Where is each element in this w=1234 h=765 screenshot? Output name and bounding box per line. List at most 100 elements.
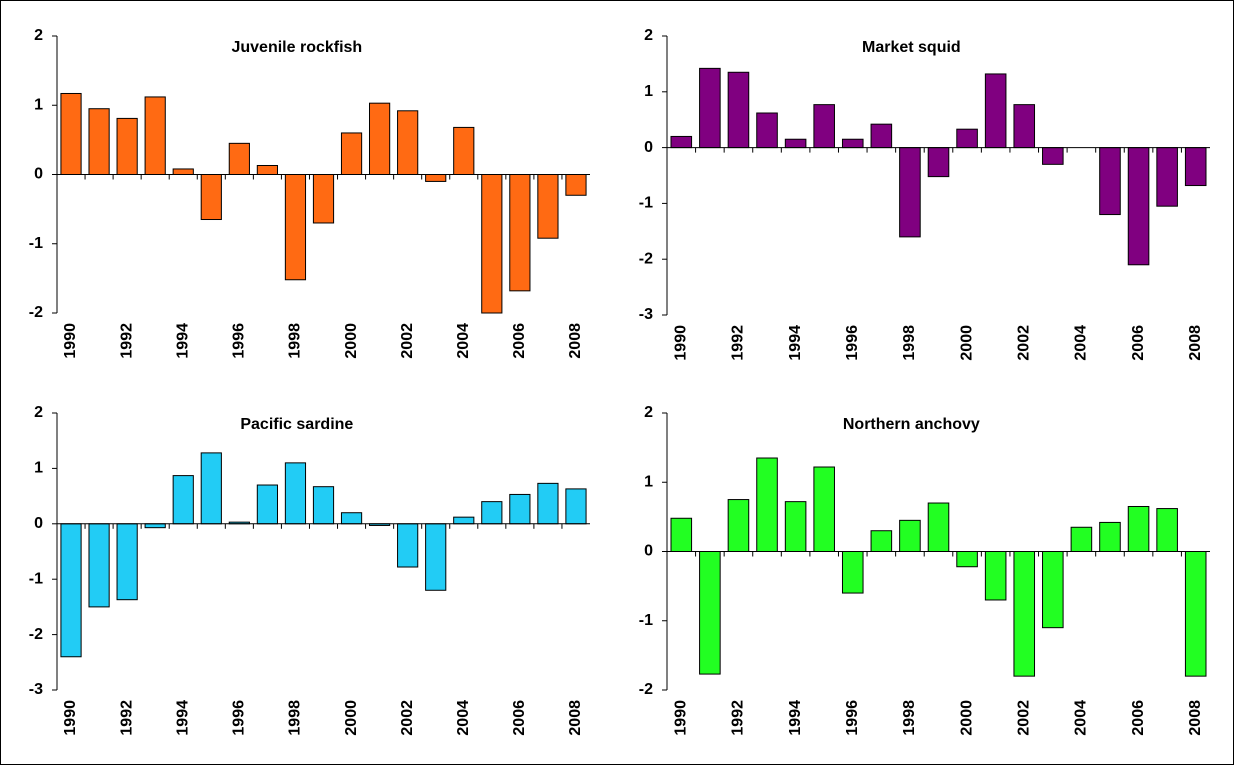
y-tick-label: 1 <box>644 473 653 490</box>
bar <box>509 493 531 525</box>
bar <box>60 92 82 175</box>
panel: Juvenile rockfish -2 -1 0 1 2 1990 1992 1994 1996… <box>29 27 590 359</box>
y-tick-label: 2 <box>34 404 43 421</box>
bar <box>369 102 391 175</box>
bar <box>1099 521 1121 552</box>
bar <box>312 174 335 224</box>
x-tick-label: 2004 <box>455 323 472 359</box>
x-tick-label: 1992 <box>730 700 747 736</box>
bar <box>956 128 978 149</box>
y-tick-label: 0 <box>644 543 653 560</box>
y-tick-label: 0 <box>34 515 43 532</box>
x-tick-label: 1990 <box>62 323 79 359</box>
panel: Northern anchovy -2 -1 0 1 2 1990 1992 1994 1996 1… <box>639 404 1210 736</box>
x-tick-label: 2004 <box>1073 700 1090 736</box>
bar <box>565 174 587 196</box>
x-tick-label: 1990 <box>62 700 79 736</box>
panel-title: Juvenile rockfish <box>231 39 362 56</box>
x-tick-label: 2002 <box>399 323 416 359</box>
x-tick-label: 2004 <box>1073 325 1090 361</box>
x-tick-label: 2000 <box>343 323 360 359</box>
x-tick-label: 2006 <box>1130 325 1147 361</box>
bar <box>841 138 864 149</box>
bar <box>784 501 807 553</box>
bar <box>537 482 559 525</box>
x-tick-label: 2002 <box>1015 700 1032 736</box>
bar <box>727 71 750 149</box>
bar <box>116 117 138 175</box>
bar <box>453 126 475 176</box>
bar <box>172 475 194 525</box>
y-tick-label: 2 <box>644 27 653 44</box>
x-tick-label: 1998 <box>287 323 304 359</box>
bar <box>1156 147 1178 207</box>
bar <box>172 168 194 176</box>
bar <box>425 174 447 182</box>
x-tick-label: 2008 <box>1187 325 1204 361</box>
x-tick-label: 2008 <box>567 323 584 359</box>
bar <box>537 174 559 239</box>
bar <box>1042 551 1064 629</box>
bar <box>397 110 419 175</box>
x-tick-label: 2006 <box>1130 700 1147 736</box>
bar <box>1042 147 1064 165</box>
y-tick-label: 1 <box>34 96 43 113</box>
y-tick-label: -2 <box>29 304 43 321</box>
x-tick-label: 1990 <box>673 700 690 736</box>
x-tick-label: 1992 <box>118 700 135 736</box>
x-tick-label: 1992 <box>118 323 135 359</box>
bar <box>1156 508 1178 553</box>
x-tick-label: 1996 <box>231 700 248 736</box>
y-tick-label: 0 <box>644 139 653 156</box>
x-tick-label: 1994 <box>174 323 191 359</box>
bar <box>984 551 1007 601</box>
bar <box>784 138 807 149</box>
bar <box>481 501 503 525</box>
x-tick-label: 1996 <box>231 323 248 359</box>
bar <box>481 174 503 314</box>
bar <box>60 523 82 658</box>
bar <box>200 452 222 525</box>
bar <box>984 73 1007 149</box>
x-tick-label: 2000 <box>343 700 360 736</box>
bar <box>1099 147 1121 216</box>
x-tick-label: 2002 <box>399 700 416 736</box>
x-tick-label: 2006 <box>511 700 528 736</box>
bar <box>870 123 893 149</box>
bar <box>1013 104 1036 149</box>
x-tick-label: 2008 <box>1187 700 1204 736</box>
x-tick-label: 1996 <box>844 700 861 736</box>
x-tick-label: 1998 <box>901 325 918 361</box>
bar <box>340 132 363 175</box>
bar <box>284 174 307 281</box>
x-tick-label: 1994 <box>787 700 804 736</box>
bar <box>256 164 278 175</box>
bar <box>756 112 778 149</box>
bar <box>813 104 835 149</box>
bar <box>88 523 110 608</box>
x-tick-label: 1994 <box>174 700 191 736</box>
panel-title: Northern anchovy <box>843 416 980 433</box>
bar <box>340 512 363 525</box>
bar <box>1013 551 1036 677</box>
y-tick-label: 0 <box>34 166 43 183</box>
bar <box>699 67 721 149</box>
bar <box>116 523 138 601</box>
y-tick-label: 1 <box>34 460 43 477</box>
bar <box>509 174 531 292</box>
bar <box>927 502 950 552</box>
bar <box>1184 551 1207 677</box>
y-tick-label: -3 <box>29 681 43 698</box>
bar <box>453 516 475 525</box>
bar <box>144 523 166 529</box>
bar <box>699 551 721 675</box>
y-tick-label: 2 <box>644 404 653 421</box>
bar <box>670 517 693 553</box>
y-tick-label: -1 <box>639 612 653 629</box>
bar <box>1127 147 1150 266</box>
x-tick-label: 2004 <box>455 700 472 736</box>
bar <box>565 488 587 525</box>
bar <box>1127 505 1150 552</box>
bar <box>956 551 978 568</box>
